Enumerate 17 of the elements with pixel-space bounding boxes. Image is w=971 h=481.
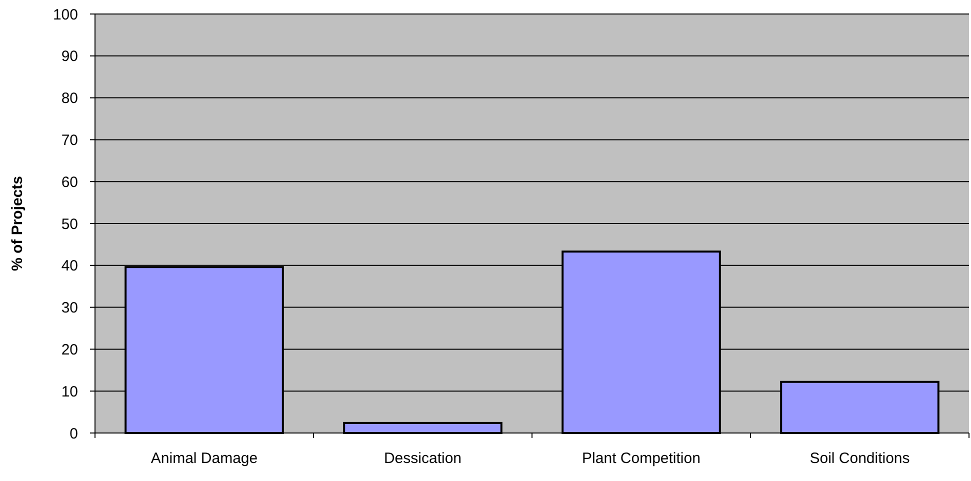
y-tick-label: 80: [61, 90, 78, 108]
y-tick-label: 20: [61, 341, 78, 358]
y-tick-label: 30: [61, 300, 78, 317]
y-tick-label: 90: [61, 48, 78, 66]
y-tick-label: 0: [70, 425, 78, 442]
x-tick-label: Dessication: [384, 450, 462, 467]
x-tick-label: Animal Damage: [150, 450, 258, 467]
y-tick-label: 40: [61, 258, 78, 275]
x-tick-label: Soil Conditions: [810, 450, 910, 467]
y-axis-title: % of Projects: [9, 176, 26, 272]
x-tick-label: Plant Competition: [582, 450, 700, 467]
y-tick-label: 60: [61, 174, 78, 191]
bar: [343, 422, 502, 434]
y-tick-label: 70: [61, 132, 78, 149]
y-tick-label: 50: [61, 216, 78, 233]
y-tick-label: 100: [52, 6, 78, 24]
y-tick-label: 10: [61, 383, 78, 400]
